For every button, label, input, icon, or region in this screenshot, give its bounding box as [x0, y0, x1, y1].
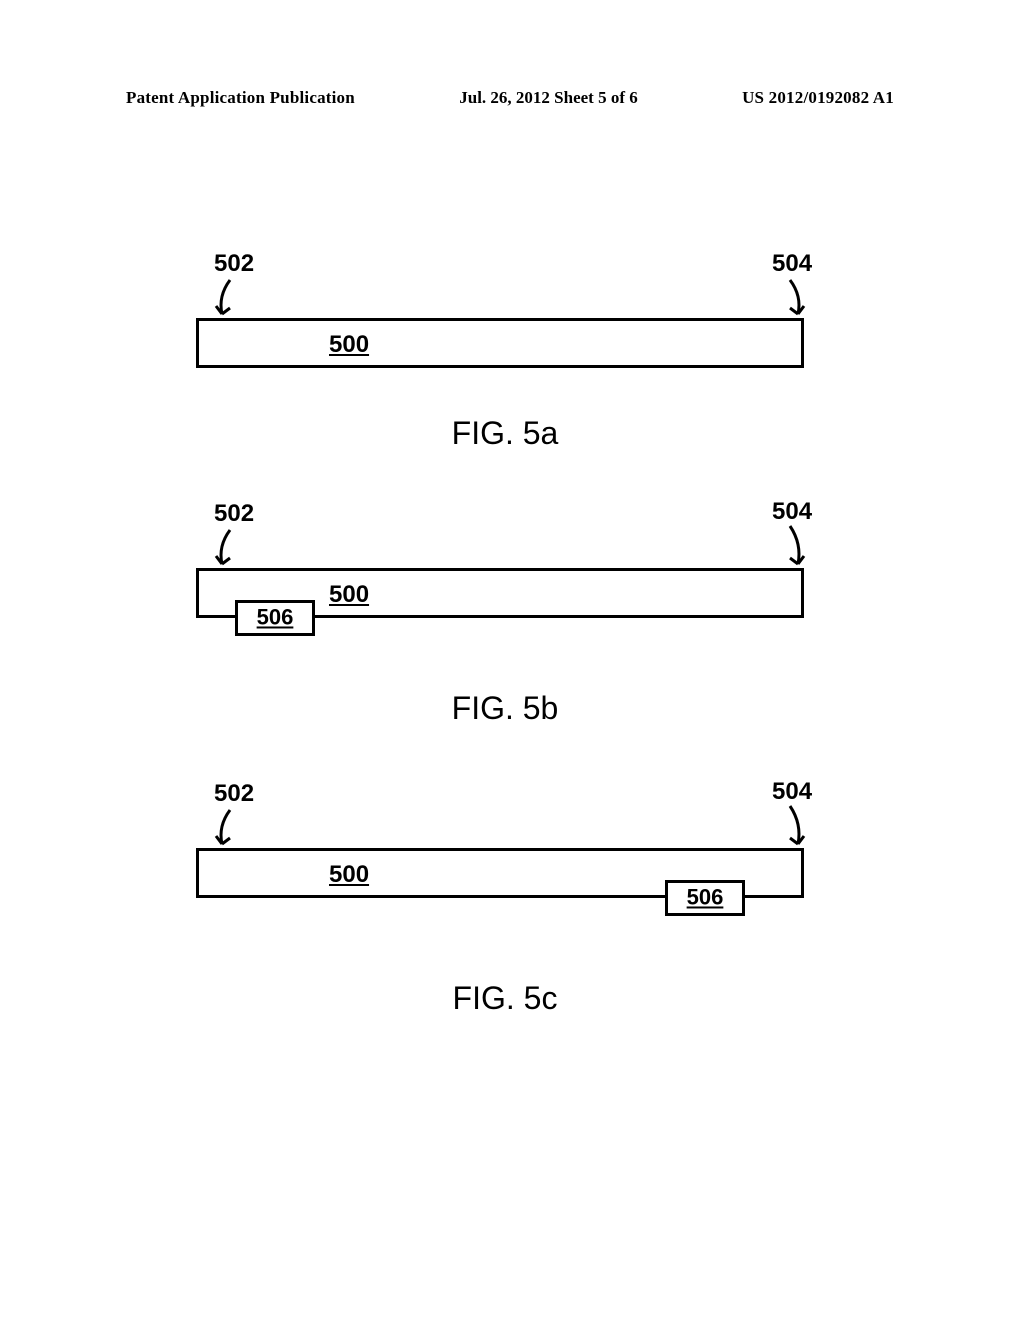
figure-caption-5c: FIG. 5c	[190, 980, 820, 1017]
header-left: Patent Application Publication	[126, 88, 355, 108]
figure-5b: 502 504 500 506 FIG. 5b	[190, 510, 820, 760]
header-center: Jul. 26, 2012 Sheet 5 of 6	[459, 88, 638, 108]
element-500-label: 500	[329, 581, 369, 609]
figure-5a: 502 504 500 FIG. 5a	[190, 260, 820, 470]
ref-num-502: 502	[214, 250, 254, 278]
figure-caption-5a: FIG. 5a	[190, 415, 820, 452]
ref-num-502: 502	[214, 780, 254, 808]
element-506-label: 506	[257, 604, 294, 630]
element-506-label: 506	[687, 884, 724, 910]
element-506: 506	[665, 880, 745, 916]
page-header: Patent Application Publication Jul. 26, …	[0, 88, 1024, 108]
figure-caption-5b: FIG. 5b	[190, 690, 820, 727]
element-500-label: 500	[329, 861, 369, 889]
figure-5c: 502 504 500 506 FIG. 5c	[190, 790, 820, 1050]
element-506: 506	[235, 600, 315, 636]
ref-num-504: 504	[772, 778, 812, 806]
ref-num-504: 504	[772, 250, 812, 278]
ref-num-502: 502	[214, 500, 254, 528]
ref-num-504: 504	[772, 498, 812, 526]
element-500: 500	[196, 318, 804, 368]
patent-drawing-page: Patent Application Publication Jul. 26, …	[0, 0, 1024, 1320]
header-right: US 2012/0192082 A1	[742, 88, 894, 108]
element-500-label: 500	[329, 331, 369, 359]
